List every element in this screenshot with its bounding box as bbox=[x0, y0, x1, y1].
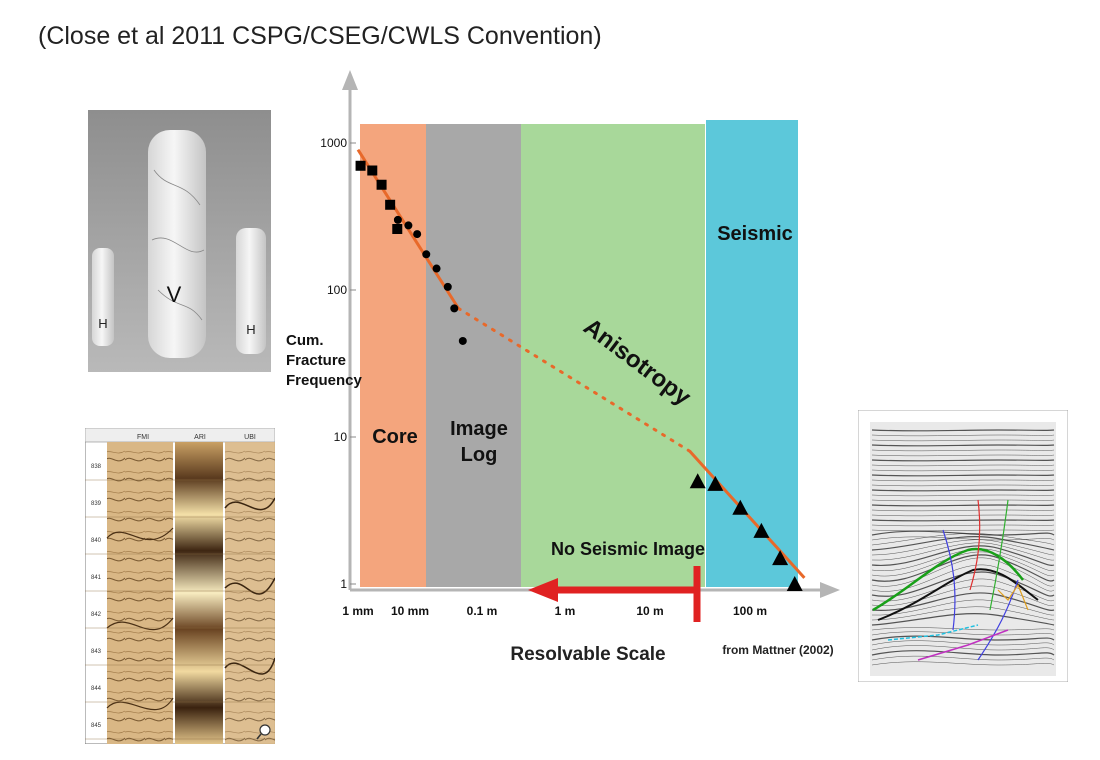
band-label-image-log: Image Log bbox=[450, 418, 508, 466]
core-letter-h-left: H bbox=[98, 316, 107, 331]
data-point-circle bbox=[422, 250, 431, 259]
data-point-triangle bbox=[707, 475, 724, 491]
core-sample-right bbox=[236, 228, 266, 354]
data-point-circle bbox=[450, 304, 459, 313]
data-point-square bbox=[355, 160, 366, 171]
data-point-triangle bbox=[753, 522, 770, 538]
core-sample-left bbox=[92, 248, 114, 346]
log-depth-label: 841 bbox=[91, 575, 102, 581]
band-label-seismic: Seismic bbox=[717, 223, 793, 245]
log-depth-label: 842 bbox=[91, 612, 102, 618]
log-depth-label: 845 bbox=[91, 723, 102, 729]
y-tick-label: 1000 bbox=[320, 136, 347, 150]
log-col-fmi: FMI bbox=[137, 434, 149, 441]
seismic-section-panel bbox=[858, 410, 1068, 682]
data-point-circle bbox=[443, 282, 452, 291]
x-tick-label: 0.1 m bbox=[467, 604, 498, 618]
data-point-triangle bbox=[732, 499, 749, 515]
zoom-icon[interactable] bbox=[256, 724, 271, 740]
data-point-triangle bbox=[772, 550, 789, 566]
y-axis-label: Cum. Fracture Frequency bbox=[286, 332, 363, 389]
data-point-square bbox=[385, 199, 396, 210]
band-seismic bbox=[706, 120, 798, 587]
resolvable-scale-label: Resolvable Scale bbox=[510, 644, 665, 665]
y-tick-label: 10 bbox=[334, 430, 348, 444]
log-depth-label: 839 bbox=[91, 501, 102, 507]
x-axis-arrowhead bbox=[820, 582, 840, 598]
no-seismic-image-label: No Seismic Image bbox=[551, 539, 705, 559]
log-depth-label: 840 bbox=[91, 538, 102, 544]
y-axis-arrowhead bbox=[342, 70, 358, 90]
log-depth-scale: 838 839 840 841 842 843 844 845 bbox=[85, 464, 275, 740]
data-point-square bbox=[367, 165, 378, 176]
log-depth-label: 844 bbox=[91, 686, 102, 692]
log-col-ubi: UBI bbox=[244, 434, 256, 441]
log-depth-label: 843 bbox=[91, 649, 102, 655]
data-point-circle bbox=[458, 336, 467, 345]
x-tick-label: 10 m bbox=[636, 604, 663, 618]
band-no-seismic bbox=[521, 124, 705, 587]
core-photo: H V H bbox=[88, 110, 271, 372]
header-citation: (Close et al 2011 CSPG/CSEG/CWLS Convent… bbox=[38, 22, 602, 50]
x-tick-label: 1 m bbox=[555, 604, 576, 618]
core-letter-h-right: H bbox=[246, 322, 255, 337]
y-tick-label: 100 bbox=[327, 283, 347, 297]
resolvable-scale-arrowhead bbox=[528, 578, 558, 602]
log-depth-label: 838 bbox=[91, 464, 102, 470]
data-point-circle bbox=[393, 215, 402, 224]
band-core bbox=[360, 124, 426, 587]
data-point-circle bbox=[404, 221, 413, 230]
x-tick-label: 1 mm bbox=[342, 604, 373, 618]
data-point-triangle bbox=[786, 576, 803, 591]
band-label-core: Core bbox=[372, 426, 418, 448]
data-point-circle bbox=[432, 264, 441, 273]
log-col-ari: ARI bbox=[194, 434, 206, 441]
data-point-square bbox=[376, 179, 387, 190]
data-point-circle bbox=[413, 230, 422, 239]
data-point-square bbox=[392, 223, 403, 234]
band-image-log bbox=[426, 124, 521, 587]
x-tick-label: 100 m bbox=[733, 604, 767, 618]
source-credit: from Mattner (2002) bbox=[722, 643, 833, 657]
y-tick-label: 1 bbox=[340, 577, 347, 591]
x-tick-label: 10 mm bbox=[391, 604, 429, 618]
image-log-panel: FMI ARI UBI 838 839 840 841 842 843 844 845 bbox=[85, 428, 275, 744]
data-point-triangle bbox=[689, 473, 706, 489]
core-letter-v: V bbox=[167, 282, 182, 307]
